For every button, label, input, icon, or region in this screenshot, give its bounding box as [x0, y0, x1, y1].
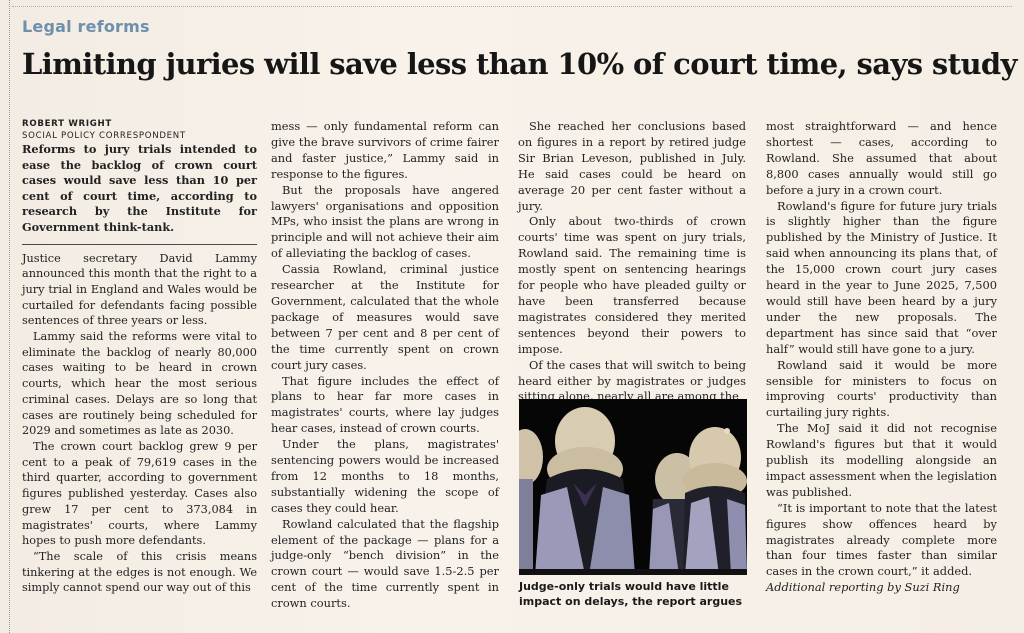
- byline-name: ROBERT WRIGHT: [22, 119, 112, 129]
- paragraph: Lammy said the reforms were vital to eli…: [22, 330, 257, 438]
- column-divider: [9, 0, 11, 633]
- paragraph: mess — only fundamental reform can give …: [271, 119, 499, 181]
- headline: Limiting juries will save less than 10% …: [22, 47, 1017, 81]
- paragraph: The crown court backlog grew 9 per cent …: [22, 440, 257, 548]
- paragraph: Rowland's figure for future jury trials …: [766, 198, 997, 356]
- paragraph: The MoJ said it did not recognise Rowlan…: [766, 421, 997, 499]
- paragraph: But the proposals have angered lawyers' …: [271, 182, 499, 261]
- paragraph: She reached her conclusions based on fig…: [518, 119, 746, 213]
- byline-role: SOCIAL POLICY CORRESPONDENT: [22, 131, 186, 141]
- paragraph: Under the plans, magistrates' sentencing…: [271, 437, 499, 515]
- paragraph: That figure includes the effect of plans…: [271, 373, 499, 436]
- section-kicker: Legal reforms: [22, 17, 150, 36]
- article-column-3: She reached her conclusions based on fig…: [518, 119, 746, 405]
- article-column-4: most straightforward — and hence shortes…: [766, 119, 997, 596]
- column-1-body: Justice secretary David Lammy announced …: [22, 251, 257, 596]
- paragraph: Rowland said it would be more sensible f…: [766, 357, 997, 420]
- article-column-1: ROBERT WRIGHT SOCIAL POLICY CORRESPONDEN…: [22, 118, 257, 596]
- photo-caption: Judge-only trials would have little impa…: [519, 580, 743, 608]
- paragraph: “It is important to note that the latest…: [766, 500, 997, 579]
- judges-photo: [519, 399, 747, 575]
- top-divider: [12, 6, 1012, 7]
- standfirst-divider: [22, 243, 257, 245]
- article-column-2: mess — only fundamental reform can give …: [271, 119, 499, 612]
- paragraph: Only about two-thirds of crown courts' t…: [518, 214, 746, 356]
- paragraph: “The scale of this crisis means tinkerin…: [22, 549, 257, 595]
- standfirst: Reforms to jury trials intended to ease …: [22, 142, 257, 234]
- paragraph: most straightforward — and hence shortes…: [766, 119, 997, 197]
- paragraph: Rowland calculated that the flagship ele…: [271, 516, 499, 611]
- reporting-credit: Additional reporting by Suzi Ring: [766, 580, 960, 595]
- paragraph: Justice secretary David Lammy announced …: [22, 251, 257, 328]
- paragraph: Cassia Rowland, criminal justice researc…: [271, 262, 499, 372]
- judges-illustration: [519, 399, 747, 575]
